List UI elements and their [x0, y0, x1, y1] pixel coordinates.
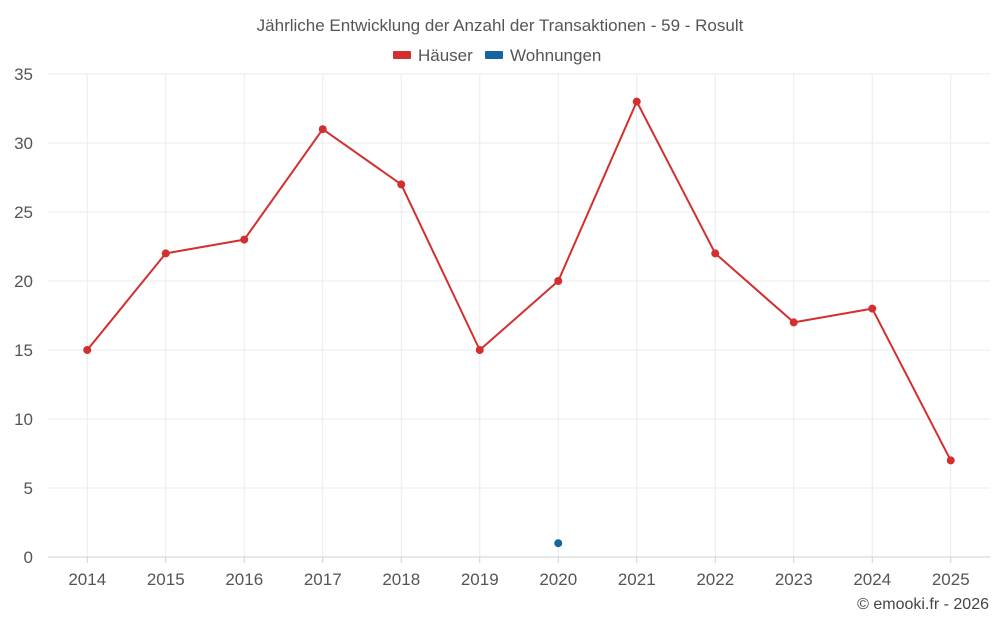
data-point-haeuser[interactable] — [554, 277, 563, 285]
legend-item-haeuser[interactable]: Häuser — [393, 46, 473, 65]
series — [83, 97, 955, 548]
y-tick-label: 5 — [24, 479, 33, 498]
data-point-haeuser[interactable] — [318, 125, 327, 134]
y-tick-label: 10 — [14, 410, 33, 429]
x-tick-label: 2015 — [147, 570, 185, 589]
legend: Häuser Wohnungen — [393, 46, 601, 65]
x-tick-label: 2023 — [775, 570, 813, 589]
y-tick-label: 0 — [24, 548, 33, 567]
x-tick-label: 2024 — [853, 570, 891, 589]
credit-text: © emooki.fr - 2026 — [857, 596, 989, 613]
data-point-haeuser[interactable] — [161, 249, 170, 258]
y-tick-label: 20 — [14, 272, 33, 291]
x-tick-label: 2025 — [932, 570, 970, 589]
data-point-haeuser[interactable] — [789, 318, 798, 327]
data-point-haeuser[interactable] — [397, 180, 406, 189]
legend-item-wohnungen[interactable]: Wohnungen — [485, 46, 601, 65]
x-tick-label: 2017 — [304, 570, 342, 589]
data-point-haeuser[interactable] — [475, 346, 484, 354]
legend-label-haeuser: Häuser — [418, 46, 473, 65]
x-tick-label: 2022 — [696, 570, 734, 589]
data-point-haeuser[interactable] — [632, 97, 641, 106]
data-point-haeuser[interactable] — [711, 249, 720, 258]
y-tick-label: 35 — [14, 65, 33, 84]
legend-label-wohnungen: Wohnungen — [510, 46, 601, 65]
x-tick-label: 2020 — [539, 570, 577, 589]
y-tick-label: 15 — [14, 341, 33, 360]
data-point-haeuser[interactable] — [83, 346, 92, 354]
legend-swatch-haeuser — [393, 51, 411, 59]
y-tick-label: 30 — [14, 134, 33, 153]
data-point-wohnungen[interactable] — [554, 539, 563, 548]
series-line-haeuser — [86, 100, 952, 461]
x-tick-label: 2016 — [225, 570, 263, 589]
x-tick-label: 2021 — [618, 570, 656, 589]
x-tick-label: 2018 — [382, 570, 420, 589]
x-tick-label: 2014 — [68, 570, 106, 589]
chart-title: Jährliche Entwicklung der Anzahl der Tra… — [257, 16, 744, 35]
legend-swatch-wohnungen — [485, 51, 503, 59]
data-point-haeuser[interactable] — [240, 235, 249, 244]
grid — [48, 73, 990, 557]
y-tick-label: 25 — [14, 203, 33, 222]
x-tick-label: 2019 — [461, 570, 499, 589]
data-point-haeuser[interactable] — [946, 456, 955, 465]
data-point-haeuser[interactable] — [868, 304, 877, 313]
